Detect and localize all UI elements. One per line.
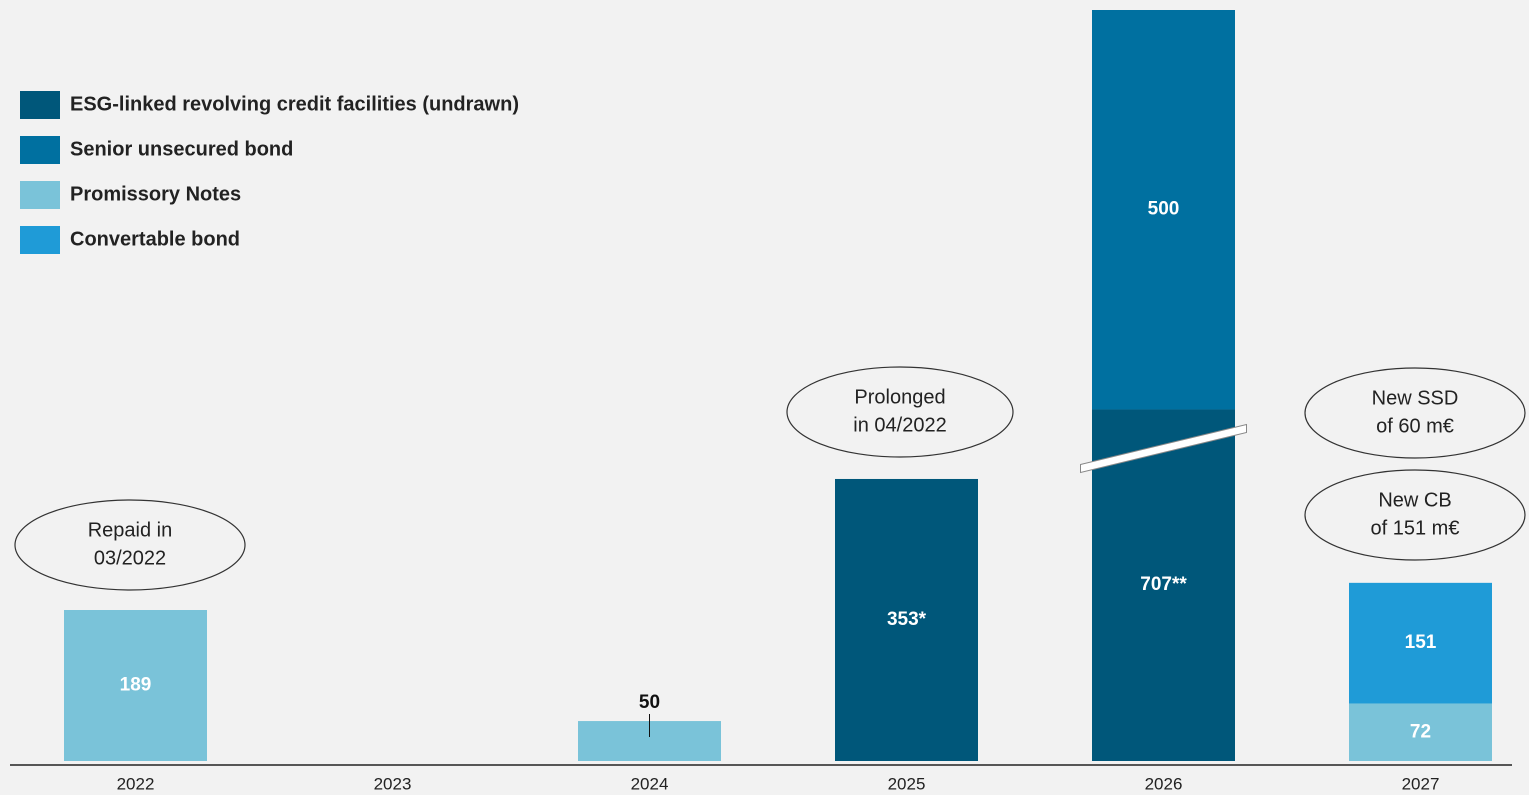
legend-label: ESG-linked revolving credit facilities (… (70, 93, 519, 115)
annotation-text: New CB (1378, 489, 1451, 511)
legend-label: Convertable bond (70, 228, 240, 250)
value-label: 189 (120, 675, 152, 696)
legend-label: Senior unsecured bond (70, 138, 293, 160)
annotation-text: of 60 m€ (1376, 415, 1454, 437)
bar-segment (64, 610, 207, 761)
annotation-ellipse (14, 499, 246, 591)
legend-label: Promissory Notes (70, 183, 241, 205)
value-label: 72 (1410, 721, 1431, 742)
legend-swatch (20, 91, 60, 119)
x-tick-label: 2024 (631, 774, 669, 793)
x-tick-label: 2027 (1402, 774, 1440, 793)
legend-swatch (20, 181, 60, 209)
bar-segment (1092, 409, 1235, 761)
annotation-ellipse (786, 366, 1014, 458)
bar-segment (1349, 703, 1492, 761)
bar-segment (835, 478, 978, 761)
value-label: 50 (639, 692, 660, 713)
value-label: 353* (887, 609, 927, 630)
annotation-text: New SSD (1372, 387, 1459, 409)
annotation-text: of 151 m€ (1371, 517, 1460, 539)
legend-swatch (20, 226, 60, 254)
bar-segment (1092, 10, 1235, 410)
annotation-ellipse (1304, 469, 1526, 561)
x-tick-label: 2025 (888, 774, 926, 793)
annotation-text: Repaid in (88, 519, 173, 541)
axis-break (1080, 423, 1247, 474)
x-tick-label: 2026 (1145, 774, 1183, 793)
annotation-ellipse (1304, 367, 1526, 459)
annotation-text: 03/2022 (94, 547, 166, 569)
annotation-text: in 04/2022 (853, 414, 946, 436)
bar-segment (1349, 582, 1492, 704)
value-label: 707** (1140, 574, 1187, 595)
value-label: 500 (1148, 199, 1180, 220)
x-tick-label: 2022 (117, 774, 155, 793)
value-label: 151 (1405, 632, 1437, 653)
x-tick-label: 2023 (374, 774, 412, 793)
legend-swatch (20, 136, 60, 164)
annotation-text: Prolonged (854, 386, 945, 408)
